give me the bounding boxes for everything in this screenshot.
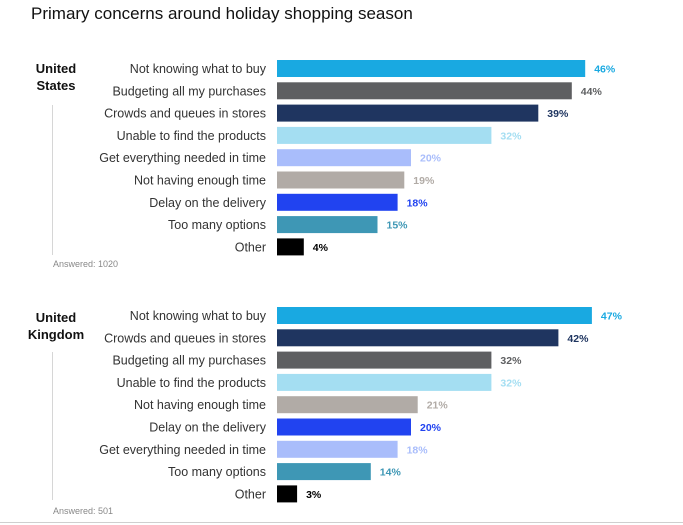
bar [277, 216, 378, 234]
bar [277, 307, 592, 324]
value-label: 14% [380, 467, 402, 479]
category-label: Unable to find the products [117, 129, 266, 143]
category-label: Crowds and queues in stores [104, 107, 266, 121]
category-label: Other [235, 240, 266, 254]
bar [277, 104, 539, 122]
group-label-line: United [35, 310, 77, 325]
value-label: 4% [313, 242, 329, 254]
bar [277, 418, 411, 436]
value-label: 44% [581, 86, 603, 98]
category-label: Not knowing what to buy [130, 62, 267, 76]
group-label: United Kingdom [27, 309, 85, 343]
bar-chart: Not knowing what to buy 46% Budgeting all … [99, 60, 616, 256]
bar [277, 60, 586, 77]
category-label: Too many options [168, 218, 266, 232]
bar [277, 373, 492, 391]
group-label-line: United [35, 61, 77, 76]
category-label: Get everything needed in time [99, 443, 266, 457]
value-label: 21% [427, 400, 449, 412]
group-divider [52, 352, 53, 500]
value-label: 3% [306, 489, 322, 501]
value-label: 32% [500, 355, 522, 367]
category-label: Budgeting all my purchases [112, 84, 266, 98]
bar [277, 193, 398, 211]
bar [277, 149, 411, 167]
bar [277, 440, 398, 458]
bar [277, 126, 492, 144]
category-label: Crowds and queues in stores [104, 331, 266, 345]
bar [277, 82, 572, 100]
bar [277, 171, 405, 189]
value-label: 39% [547, 108, 569, 120]
category-label: Not having enough time [134, 174, 266, 188]
bar [277, 238, 304, 256]
category-label: Get everything needed in time [99, 151, 266, 165]
value-label: 20% [420, 153, 442, 165]
category-label: Delay on the delivery [149, 421, 266, 435]
value-label: 15% [387, 220, 409, 232]
group-divider [52, 105, 53, 255]
answered-count: Answered: 501 [53, 506, 114, 516]
category-label: Not knowing what to buy [130, 309, 267, 323]
bar [277, 485, 298, 503]
bottom-divider [0, 522, 683, 523]
category-label: Other [235, 487, 266, 501]
bar-chart: Not knowing what to buy 47% Crowds and que… [99, 307, 623, 503]
value-label: 18% [407, 444, 429, 456]
category-label: Budgeting all my purchases [112, 354, 266, 368]
answered-count: Answered: 1020 [53, 259, 119, 269]
category-label: Unable to find the products [117, 376, 266, 390]
value-label: 46% [594, 64, 616, 76]
bar [277, 351, 492, 369]
value-label: 47% [601, 311, 623, 323]
value-label: 42% [567, 333, 589, 345]
value-label: 19% [413, 175, 435, 187]
group-label-line: States [36, 78, 76, 93]
group-label: United States [27, 60, 85, 94]
bar [277, 329, 559, 347]
group-label-line: Kingdom [27, 327, 85, 342]
bar [277, 396, 418, 414]
category-label: Delay on the delivery [149, 196, 266, 210]
category-label: Too many options [168, 465, 266, 479]
value-label: 20% [420, 422, 442, 434]
page-title: Primary concerns around holiday shopping… [31, 4, 413, 23]
category-label: Not having enough time [134, 398, 266, 412]
value-label: 32% [500, 377, 522, 389]
value-label: 32% [500, 130, 522, 142]
value-label: 18% [407, 197, 429, 209]
bar [277, 463, 371, 481]
